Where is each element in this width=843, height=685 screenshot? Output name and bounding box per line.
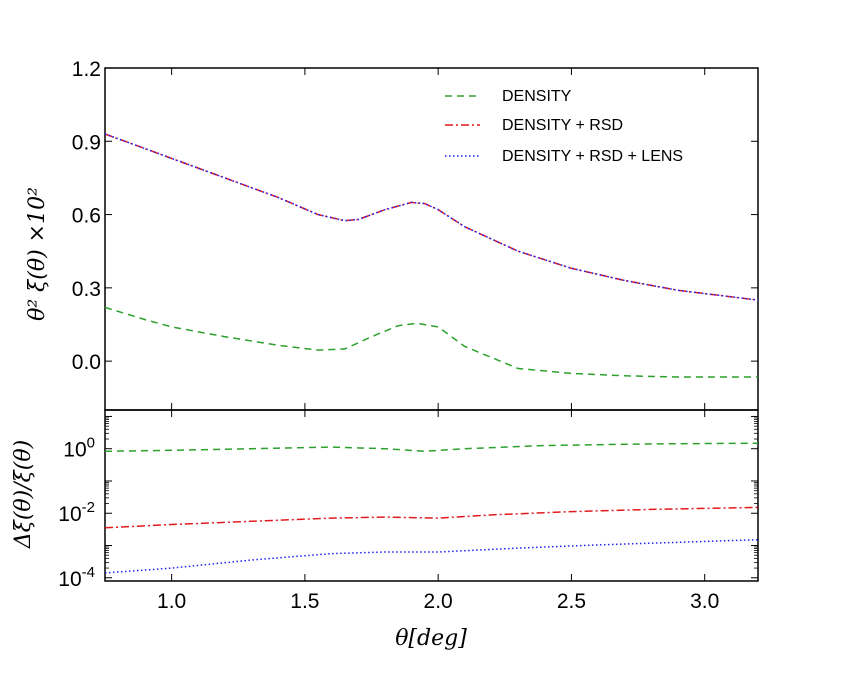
bottom-y-tick-label: 10-4 xyxy=(58,564,95,591)
legend: DENSITY DENSITY + RSD DENSITY + RSD + LE… xyxy=(445,88,683,165)
top-y-tick-label: 0.3 xyxy=(72,278,101,301)
top-series-density-rsd-lens xyxy=(104,133,759,301)
top-panel-frame xyxy=(104,67,759,411)
bottom-panel-frame xyxy=(104,409,759,582)
x-tick-label: 2.5 xyxy=(557,590,586,613)
x-tick-label: 2.0 xyxy=(424,590,453,613)
x-tick-label: 3.0 xyxy=(690,590,719,613)
x-axis-ticks: 1.0 1.5 2.0 2.5 3.0 xyxy=(157,410,719,613)
top-panel: 1.2 0.9 0.6 0.3 0.0 DENSITY DENSITY + RSD DE… xyxy=(25,58,759,411)
top-series-density xyxy=(104,306,758,378)
bottom-series-density-rsd-lens xyxy=(104,538,759,574)
bottom-y-tick-label: 100 xyxy=(63,435,95,462)
top-y-tick-label: 0.0 xyxy=(72,351,101,374)
legend-label-density: DENSITY xyxy=(502,88,572,105)
top-series-group xyxy=(104,133,759,378)
bottom-panel: 100 10-2 10-4 Δξ(θ)/ξ(θ) xyxy=(11,409,759,591)
top-y-tick-label: 0.9 xyxy=(72,131,101,154)
bottom-y-axis-label: Δξ(θ)/ξ(θ) xyxy=(11,440,36,549)
legend-label-density-rsd-lens: DENSITY + RSD + LENS xyxy=(502,148,683,165)
bottom-series-density xyxy=(104,442,759,453)
x-tick-label: 1.5 xyxy=(290,590,319,613)
bottom-y-tick-label: 10-2 xyxy=(58,499,95,526)
bottom-axis-ticks: 100 10-2 10-4 xyxy=(58,415,758,591)
top-y-axis-label: θ² ξ(θ) ×10² xyxy=(25,187,50,321)
x-axis-label: θ[deg] xyxy=(395,626,467,651)
top-y-tick-label: 1.2 xyxy=(72,58,101,81)
top-y-tick-label: 0.6 xyxy=(72,205,101,228)
x-tick-label: 1.0 xyxy=(157,590,186,613)
top-axis-ticks: 1.2 0.9 0.6 0.3 0.0 xyxy=(72,58,758,410)
bottom-series-group xyxy=(104,442,759,574)
bottom-series-density-rsd xyxy=(104,506,759,529)
legend-label-density-rsd: DENSITY + RSD xyxy=(502,117,623,134)
